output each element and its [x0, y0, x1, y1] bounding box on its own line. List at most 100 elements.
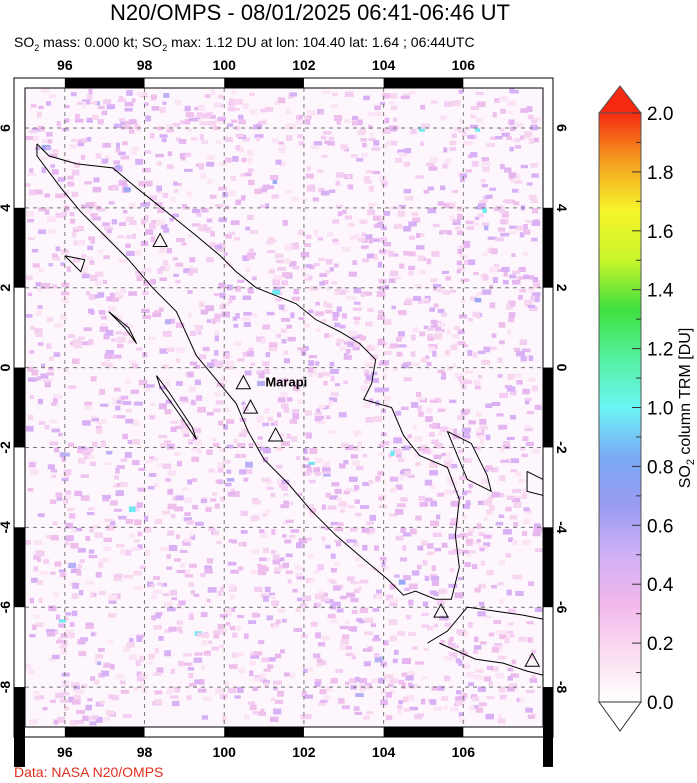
colorbar-tick-label: 2.0: [647, 104, 673, 125]
so2-pixel: [27, 173, 37, 177]
so2-pixel: [227, 561, 237, 566]
so2-pixel: [442, 290, 451, 295]
so2-pixel: [179, 120, 187, 125]
so2-pixel: [335, 383, 340, 387]
so2-pixel: [299, 141, 305, 146]
so2-pixel: [276, 379, 281, 385]
so2-pixel: [321, 635, 330, 641]
so2-pixel: [365, 684, 370, 689]
so2-pixel: [281, 280, 289, 286]
so2-pixel: [463, 140, 473, 146]
so2-pixel: [138, 379, 148, 386]
so2-pixel: [412, 327, 419, 332]
so2-pixel: [265, 352, 271, 358]
frame-bar: [543, 687, 553, 767]
so2-pixel: [151, 106, 160, 111]
so2-pixel: [217, 462, 226, 468]
so2-pixel: [173, 273, 179, 277]
so2-pixel: [293, 381, 301, 386]
so2-pixel: [444, 622, 452, 627]
so2-pixel: [67, 175, 74, 180]
so2-pixel: [488, 681, 493, 686]
so2-pixel: [85, 536, 91, 541]
so2-pixel: [325, 544, 331, 549]
so2-pixel: [207, 178, 213, 185]
so2-pixel: [271, 194, 279, 199]
so2-pixel: [260, 708, 265, 715]
so2-pixel: [510, 89, 519, 94]
so2-pixel: [364, 631, 374, 636]
so2-pixel: [176, 137, 181, 142]
so2-pixel: [478, 601, 485, 606]
so2-pixel: [513, 574, 523, 580]
so2-pixel: [71, 593, 79, 600]
so2-pixel: [481, 157, 489, 162]
so2-pixel: [473, 674, 483, 680]
so2-pixel: [533, 137, 539, 143]
so2-pixel: [34, 540, 43, 546]
so2-pixel: [482, 542, 491, 547]
so2-pixel: [391, 305, 397, 310]
so2-pixel: [462, 427, 471, 433]
so2-pixel: [426, 258, 432, 265]
so2-pixel: [63, 205, 70, 212]
so2-pixel: [222, 191, 228, 198]
so2-pixel: [394, 574, 400, 578]
so2-pixel: [100, 323, 107, 327]
so2-pixel: [324, 140, 331, 145]
so2-pixel: [54, 447, 59, 453]
so2-pixel: [108, 201, 115, 205]
so2-pixel: [301, 267, 307, 271]
so2-pixel: [314, 678, 322, 685]
so2-pixel: [216, 540, 222, 545]
so2-pixel: [462, 430, 470, 435]
so2-pixel: [116, 315, 123, 322]
so2-pixel: [334, 488, 342, 494]
so2-pixel: [383, 640, 389, 646]
so2-pixel: [167, 687, 176, 693]
so2-pixel: [38, 105, 44, 110]
so2-pixel: [353, 430, 362, 435]
so2-pixel: [233, 341, 242, 346]
so2-pixel: [374, 652, 380, 658]
so2-pixel: [496, 630, 506, 635]
so2-pixel: [187, 479, 193, 485]
so2-pixel: [314, 457, 323, 464]
so2-pixel: [400, 406, 409, 411]
coastline: [36, 143, 460, 600]
so2-pixel: [389, 678, 398, 684]
so2-pixel: [71, 138, 78, 142]
so2-pixel: [64, 541, 70, 546]
so2-pixel: [462, 631, 469, 637]
so2-pixel: [189, 330, 197, 337]
so2-pixel: [479, 702, 487, 707]
so2-pixel: [123, 549, 132, 556]
so2-pixel: [378, 451, 385, 456]
so2-pixel: [306, 166, 311, 172]
so2-pixel: [416, 232, 421, 238]
so2-pixel: [56, 640, 64, 644]
so2-pixel: [519, 232, 525, 238]
so2-pixel: [376, 291, 386, 297]
so2-pixel: [476, 539, 481, 543]
so2-pixel: [409, 706, 418, 711]
so2-pixel: [470, 694, 478, 699]
so2-pixel: [343, 119, 351, 123]
so2-pixel: [254, 651, 263, 656]
so2-pixel: [82, 420, 91, 426]
so2-pixel: [308, 355, 318, 359]
so2-pixel: [509, 225, 517, 229]
so2-pixel: [401, 672, 408, 678]
so2-pixel: [430, 520, 440, 527]
so2-pixel: [386, 140, 395, 146]
so2-pixel: [352, 346, 360, 351]
so2-pixel: [263, 682, 269, 688]
so2-pixel: [154, 690, 163, 695]
so2-pixel: [200, 309, 208, 315]
so2-pixel: [180, 562, 185, 569]
so2-pixel: [250, 569, 257, 575]
so2-pixel: [133, 571, 142, 576]
so2-pixel: [431, 565, 437, 572]
so2-pixel: [122, 331, 131, 336]
so2-pixel: [69, 622, 75, 627]
